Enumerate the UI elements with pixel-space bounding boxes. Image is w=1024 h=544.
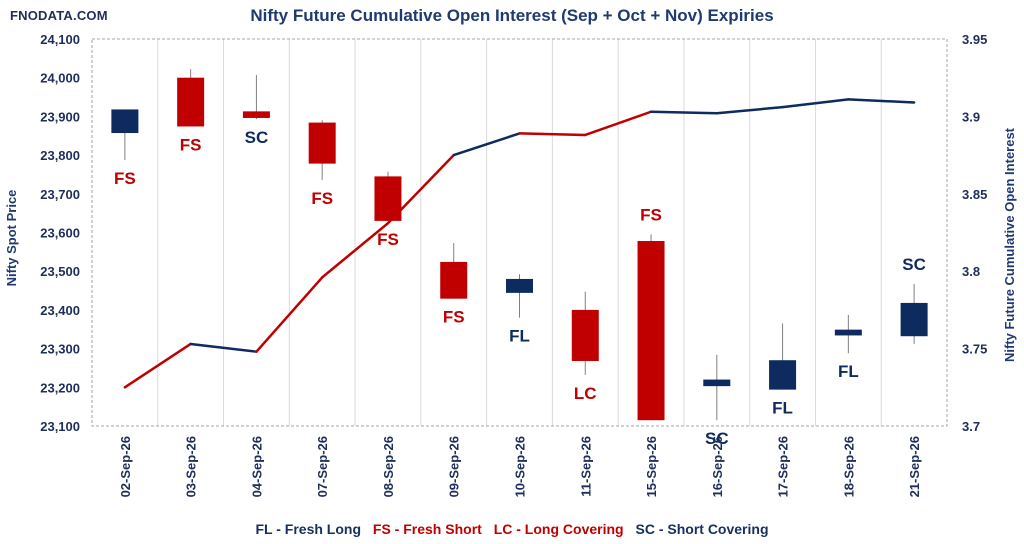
x-tick-label: 07-Sep-26 <box>315 436 330 497</box>
y-tick-label: 23,500 <box>40 264 80 279</box>
y-tick-label: 23,400 <box>40 303 80 318</box>
signal-label: FS <box>640 205 662 224</box>
candle-body <box>769 360 797 390</box>
oi-line-segment <box>320 221 390 279</box>
y-tick-label: 24,000 <box>40 71 80 86</box>
x-tick-label: 09-Sep-26 <box>447 436 462 497</box>
y-tick-label: 23,600 <box>40 226 80 241</box>
signal-label: SC <box>245 128 269 147</box>
candle-body <box>900 302 928 337</box>
oi-line-segment <box>584 110 653 137</box>
signal-label: FS <box>311 189 333 208</box>
candle-body <box>834 329 862 336</box>
y-axis-label: Nifty Spot Price <box>4 190 19 287</box>
y-tick-label: 23,100 <box>40 419 80 434</box>
x-tick-label: 15-Sep-26 <box>644 436 659 497</box>
oi-line-segment <box>649 110 719 115</box>
x-tick-label: 21-Sep-26 <box>907 436 922 497</box>
y2-tick-label: 3.75 <box>962 342 987 357</box>
oi-line-series <box>123 98 916 389</box>
x-tick-label: 11-Sep-26 <box>578 436 593 497</box>
right-axis-ticks: 3.7 3.75 3.8 3.85 3.9 3.95 <box>962 32 987 434</box>
x-tick-label: 02-Sep-26 <box>118 436 133 497</box>
oi-line-segment <box>847 98 916 104</box>
legend: FL - Fresh Long FS - Fresh Short LC - Lo… <box>0 521 1024 537</box>
y2-tick-label: 3.9 <box>962 109 980 124</box>
candle-series <box>111 69 928 421</box>
x-tick-label: 08-Sep-26 <box>381 436 396 497</box>
oi-line-segment <box>715 105 784 115</box>
legend-long-covering: LC - Long Covering <box>493 521 624 537</box>
signal-label: FS <box>443 308 465 327</box>
x-tick-label: 04-Sep-26 <box>249 436 264 497</box>
candle-body <box>571 309 599 361</box>
candle-body <box>177 77 205 127</box>
x-tick-label: 18-Sep-26 <box>841 436 856 497</box>
y-tick-label: 23,700 <box>40 187 80 202</box>
candle-body <box>308 122 336 164</box>
legend-fresh-short: FS - Fresh Short <box>372 521 482 537</box>
signal-label: FS <box>180 135 202 154</box>
y-tick-label: 23,800 <box>40 148 80 163</box>
y2-tick-label: 3.85 <box>962 187 987 202</box>
x-axis-ticks: 02-Sep-26 03-Sep-26 04-Sep-26 07-Sep-26 08-S… <box>118 436 922 497</box>
oi-line-segment <box>189 342 258 353</box>
signal-labels: FS FS SC FS FS FS FL LC FS SC FL FL SC <box>114 128 926 448</box>
signal-label: LC <box>574 384 597 403</box>
signal-label: FL <box>772 399 793 418</box>
plot-frame <box>91 38 948 427</box>
y2-tick-label: 3.8 <box>962 264 980 279</box>
legend-short-covering: SC - Short Covering <box>635 521 769 537</box>
candle-body <box>374 176 402 221</box>
candle-body <box>111 109 139 134</box>
y2-axis-label: Nifty Future Cumulative Open Interest <box>1002 127 1017 362</box>
candle-body <box>242 111 270 118</box>
y-tick-label: 23,900 <box>40 109 80 124</box>
x-tick-label: 03-Sep-26 <box>184 436 199 497</box>
signal-label: FL <box>838 362 859 381</box>
chart-title: Nifty Future Cumulative Open Interest (S… <box>250 6 774 25</box>
candle-body <box>440 261 468 299</box>
oi-line-segment <box>518 132 587 137</box>
x-tick-label: 17-Sep-26 <box>776 436 791 497</box>
left-axis-ticks: 23,100 23,200 23,300 23,400 23,500 23,600 23,7… <box>40 32 80 434</box>
oi-line-segment <box>123 342 192 389</box>
brand-logo: FNODATA.COM <box>10 8 108 23</box>
oi-line-segment <box>781 98 850 109</box>
y-tick-label: 23,300 <box>40 342 80 357</box>
signal-label: SC <box>902 255 926 274</box>
oi-line-segment <box>255 276 324 353</box>
candle-body <box>637 241 665 421</box>
y2-tick-label: 3.95 <box>962 32 987 47</box>
x-tick-label: 10-Sep-26 <box>513 436 528 497</box>
signal-label: FL <box>509 327 530 346</box>
candle-body <box>703 379 731 387</box>
signal-label: FS <box>377 230 399 249</box>
x-tick-label: 16-Sep-26 <box>710 436 725 497</box>
oi-line-segment <box>452 132 521 157</box>
signal-label: FS <box>114 169 136 188</box>
y-tick-label: 23,200 <box>40 380 80 395</box>
signal-label: SC <box>705 429 729 448</box>
y-tick-label: 24,100 <box>40 32 80 47</box>
y2-tick-label: 3.7 <box>962 419 980 434</box>
candle-body <box>506 278 533 293</box>
legend-fresh-long: FL - Fresh Long <box>255 521 362 537</box>
